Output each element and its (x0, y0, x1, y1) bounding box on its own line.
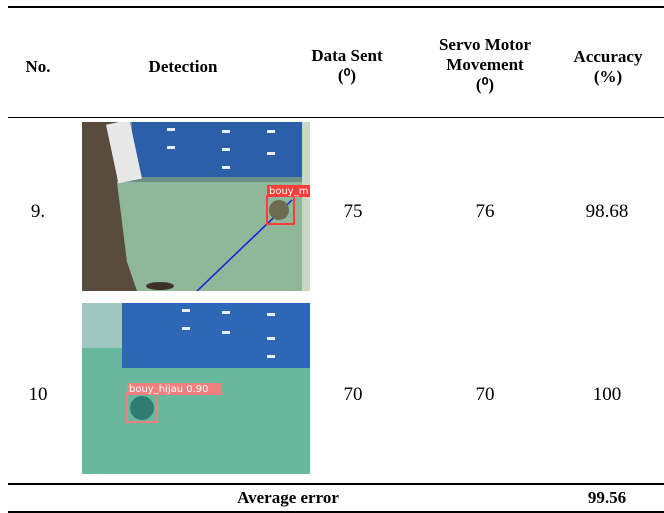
detection-label: bouy_hijau 0.90 (129, 384, 209, 395)
top-rule (8, 6, 664, 8)
header-text: No. (25, 57, 50, 77)
servo-movement: 70 (476, 384, 495, 406)
detection-image: bouy_hijau 0.90 (82, 303, 310, 474)
data-sent: 70 (344, 384, 363, 406)
header-cell: Data Sent(⁰) (311, 46, 382, 86)
header-text: Servo Motor (439, 35, 531, 55)
footer-label: Average error (237, 488, 339, 508)
header-text: Movement (439, 55, 531, 75)
footer-rule (8, 483, 664, 485)
header-text: (%) (574, 67, 643, 87)
header-text: Accuracy (574, 47, 643, 67)
header-rule (8, 117, 664, 118)
header-cell: No. (25, 57, 50, 77)
servo-movement: 76 (476, 201, 495, 223)
row-number: 9. (31, 201, 45, 223)
header-text: (⁰) (311, 66, 382, 86)
header-text: Data Sent (311, 46, 382, 66)
row-number: 10 (29, 384, 48, 406)
header-cell: Detection (149, 57, 218, 77)
accuracy: 98.68 (586, 201, 629, 223)
header-text: Detection (149, 57, 218, 77)
data-sent: 75 (344, 201, 363, 223)
header-text: (⁰) (439, 75, 531, 95)
header-cell: Accuracy(%) (574, 47, 643, 87)
detection-label: bouy_m (269, 186, 308, 197)
accuracy: 100 (593, 384, 622, 406)
footer-value: 99.56 (588, 488, 626, 508)
detection-image: bouy_m (82, 122, 310, 291)
page: No. Detection Data Sent(⁰) Servo MotorMo… (0, 0, 664, 513)
